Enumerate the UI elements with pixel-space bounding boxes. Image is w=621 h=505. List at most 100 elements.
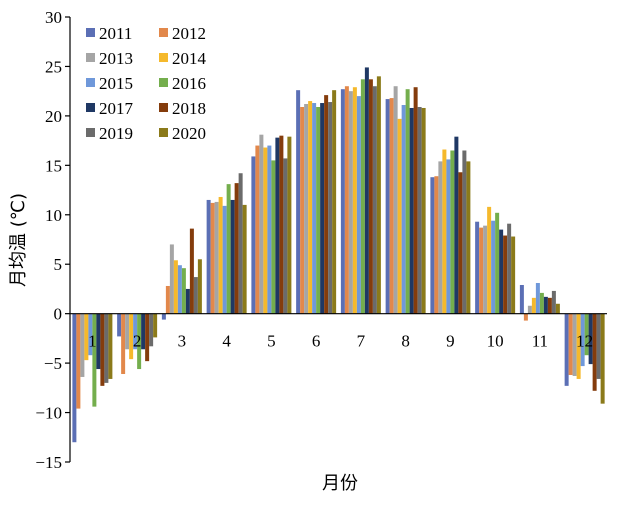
y-tick-label: −5 [44,354,62,373]
bar-2015-month-8 [401,105,406,314]
bar-2014-month-9 [442,149,447,314]
bar-2015-month-12 [580,313,585,367]
bar-2019-month-11 [551,290,556,314]
bar-2011-month-4 [206,199,211,314]
bar-2015-month-10 [491,220,496,314]
bar-2013-month-8 [393,86,398,314]
bar-2020-month-1 [108,313,113,379]
bar-2020-month-7 [376,76,381,314]
bar-2013-month-7 [348,91,353,314]
legend-swatch-2017 [86,103,95,112]
bar-2019-month-8 [417,106,422,314]
bar-2014-month-4 [218,196,223,314]
bar-2011-month-5 [251,156,256,314]
bar-2020-month-12 [600,313,605,404]
bar-2020-month-9 [466,161,471,314]
x-category-label-8: 8 [401,332,410,351]
bar-2012-month-8 [389,98,394,314]
x-category-label-6: 6 [312,332,321,351]
bar-2015-month-4 [222,205,227,314]
bar-2019-month-5 [283,158,288,314]
bar-2018-month-6 [324,95,329,314]
legend-label-2017: 2017 [99,99,134,118]
bar-2017-month-8 [409,107,414,314]
bar-2018-month-9 [458,172,463,314]
y-tick-label: −10 [35,404,62,423]
x-category-label-1: 1 [88,332,97,351]
x-category-label-12: 12 [576,332,593,351]
legend-label-2012: 2012 [172,24,206,43]
bar-2016-month-9 [450,150,455,314]
bar-2019-month-9 [462,150,467,314]
bar-2018-month-3 [189,228,194,314]
bar-2012-month-7 [344,86,349,314]
bar-2012-month-3 [165,285,170,314]
bar-2017-month-3 [185,288,190,314]
bar-2014-month-7 [352,87,357,314]
bar-2015-month-1 [88,313,93,356]
bar-2016-month-3 [181,268,186,314]
bar-2014-month-2 [129,313,134,360]
legend-swatch-2014 [159,53,168,62]
bar-2017-month-10 [499,229,504,314]
bar-2011-month-10 [475,221,480,314]
bar-2018-month-10 [503,235,508,314]
legend-swatch-2016 [159,78,168,87]
bar-2011-month-3 [161,313,166,320]
bar-2012-month-9 [434,176,439,314]
bar-2012-month-12 [568,313,573,375]
legend-label-2019: 2019 [99,124,133,143]
bar-2013-month-1 [80,313,85,377]
x-category-label-2: 2 [133,332,142,351]
bar-2018-month-12 [592,313,597,391]
bar-2020-month-5 [287,136,292,314]
bar-2017-month-2 [141,313,146,350]
x-category-label-3: 3 [178,332,187,351]
legend-label-2016: 2016 [172,74,206,93]
bar-2016-month-12 [584,313,589,356]
bar-2020-month-11 [555,303,560,314]
bar-2012-month-1 [76,313,81,409]
bar-2013-month-4 [214,201,219,314]
bar-2011-month-9 [430,177,435,314]
bar-2011-month-7 [340,89,345,314]
x-category-label-10: 10 [487,332,504,351]
bars-layer [72,67,605,443]
bar-2019-month-4 [238,173,243,314]
bar-2012-month-10 [479,227,484,314]
bar-2014-month-10 [487,206,492,314]
bar-2012-month-4 [210,202,215,314]
y-tick-label: −15 [35,453,62,472]
bar-2014-month-1 [84,313,89,361]
bar-2011-month-11 [519,284,524,314]
bar-2016-month-6 [316,106,321,314]
bar-2019-month-3 [193,277,198,314]
bar-2013-month-6 [304,104,309,314]
bar-2015-month-9 [446,159,451,314]
y-tick-label: 25 [45,57,62,76]
bar-2020-month-2 [153,313,158,338]
bar-2016-month-10 [495,212,500,314]
bar-2011-month-8 [385,99,390,314]
bar-2016-month-5 [271,160,276,314]
bar-2016-month-4 [226,184,231,314]
bar-2011-month-12 [564,313,569,386]
bar-2015-month-3 [177,265,182,314]
bar-2019-month-6 [328,102,333,314]
legend-layer: 2011 2012 2013 2014 2015 2016 2017 2018 2019 2020 [86,24,207,143]
bar-2013-month-9 [438,161,443,314]
bar-2011-month-6 [296,90,301,314]
x-category-label-7: 7 [357,332,366,351]
bar-2014-month-8 [397,118,402,314]
legend-label-2015: 2015 [99,74,133,93]
bar-2015-month-7 [356,96,361,314]
x-category-label-11: 11 [532,332,548,351]
bar-2019-month-10 [507,223,512,314]
y-tick-label: 20 [45,107,62,126]
bar-2015-month-5 [267,145,272,314]
bar-2013-month-10 [483,225,488,314]
bar-2019-month-12 [596,313,601,379]
bar-2015-month-11 [535,283,540,314]
